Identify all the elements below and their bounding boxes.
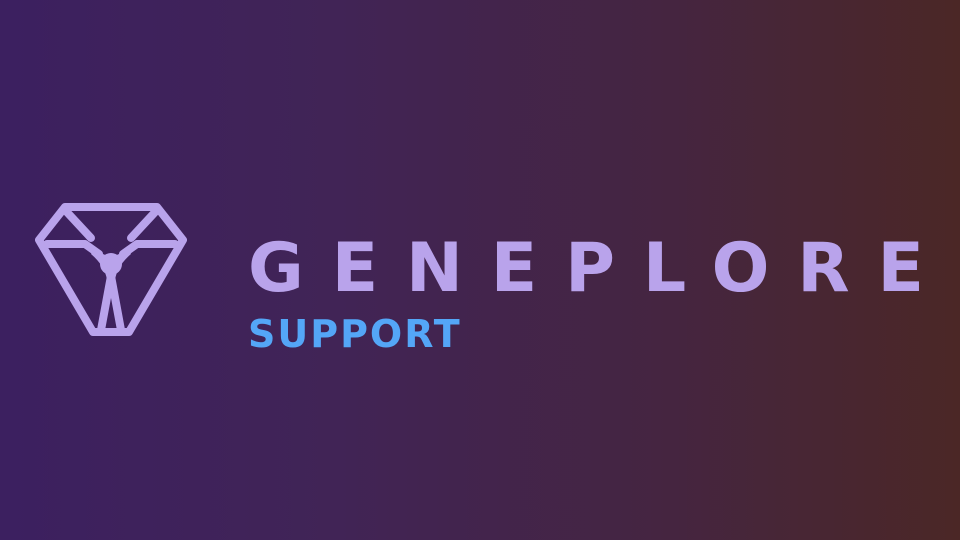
brand-wordmark: GENEPLORE: [248, 238, 924, 298]
brand-name: GENEPLORE: [248, 238, 924, 298]
geneplore-gem-icon: [35, 203, 187, 336]
brand-tagline: SUPPORT: [248, 312, 462, 356]
